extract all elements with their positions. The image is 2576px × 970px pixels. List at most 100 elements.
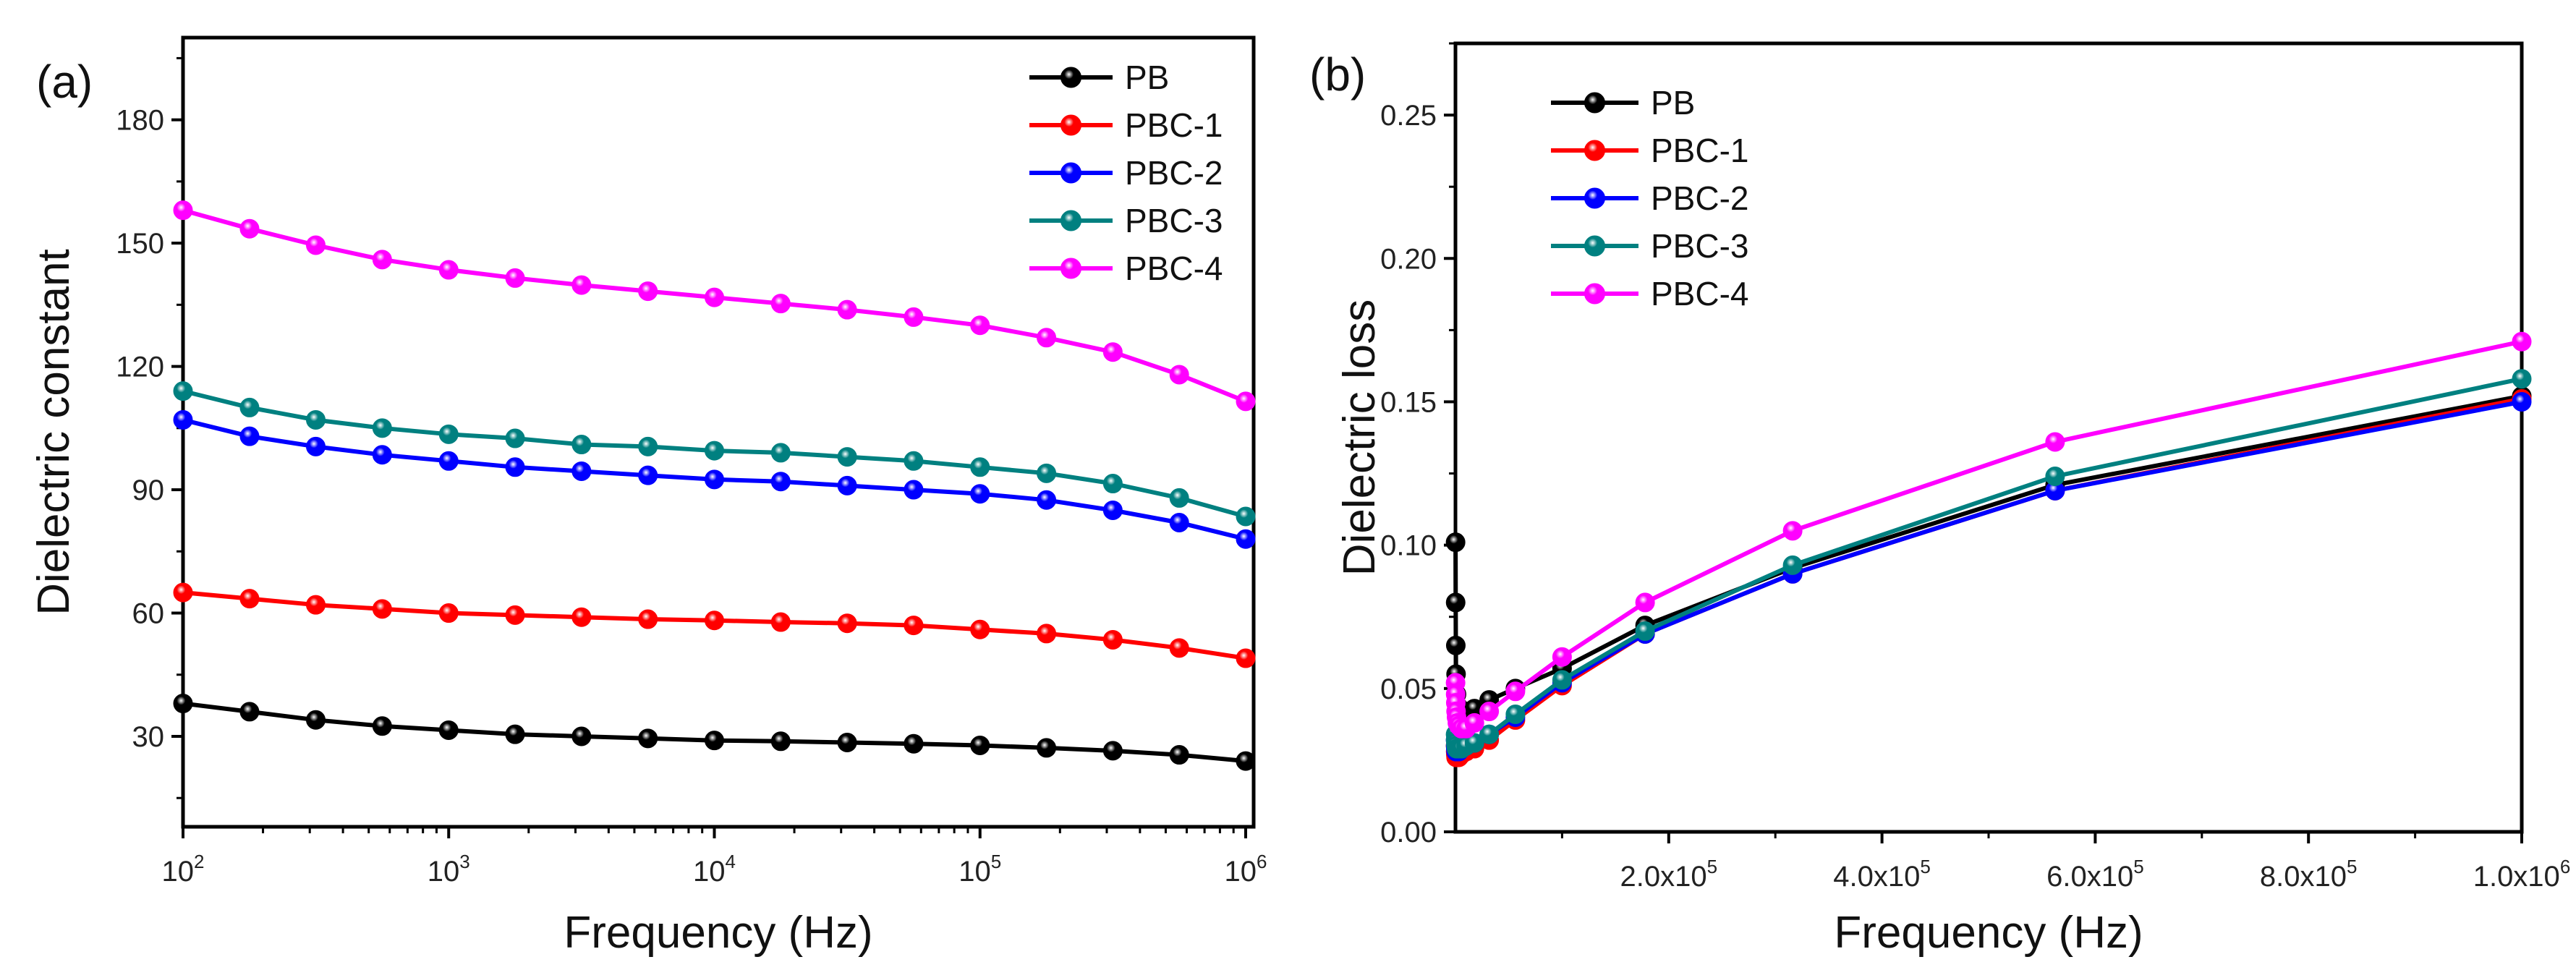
data-point <box>571 435 592 455</box>
data-point <box>1479 724 1500 744</box>
x-tick-label: 1.0x106 <box>2473 856 2571 893</box>
data-point <box>438 451 459 471</box>
x-tick-exponent: 5 <box>2347 856 2357 877</box>
legend-marker <box>1584 92 1605 114</box>
data-point <box>372 418 392 438</box>
x-tick-label: 105 <box>958 851 1001 888</box>
data-point <box>306 436 326 456</box>
data-point <box>1102 500 1123 520</box>
data-point <box>705 469 724 490</box>
data-point <box>1037 490 1057 510</box>
data-point <box>2512 369 2532 389</box>
data-point <box>1037 328 1057 348</box>
data-point <box>438 260 459 280</box>
legend-label: PBC-4 <box>1125 250 1223 287</box>
x-tick-label: 102 <box>162 851 205 888</box>
data-point <box>770 443 791 463</box>
x-tick-exponent: 5 <box>991 851 1001 872</box>
legend-label: PB <box>1125 59 1169 96</box>
legend-label: PB <box>1651 84 1695 122</box>
data-point <box>1169 745 1189 765</box>
data-point <box>1102 629 1123 650</box>
series-pb <box>1445 386 2532 724</box>
data-point <box>306 595 326 615</box>
data-point <box>2512 391 2532 412</box>
data-point <box>173 200 193 221</box>
y-tick-label: 0.15 <box>1380 386 1437 418</box>
series-pbc-3 <box>173 381 1256 527</box>
data-point <box>372 445 392 465</box>
legend-entry: PB <box>1029 59 1169 96</box>
data-point <box>1505 704 1526 724</box>
y-tick-label: 0.05 <box>1380 673 1437 705</box>
data-point <box>770 472 791 492</box>
legend-marker <box>1584 235 1605 257</box>
legend-label: PBC-3 <box>1125 202 1223 239</box>
legend-entry: PB <box>1551 84 1695 122</box>
plot-frame <box>1453 41 2524 834</box>
series-pbc-4 <box>173 200 1256 412</box>
data-point <box>2045 467 2065 487</box>
panel-a-dielectric-constant: 30 60 90 120 150 180 102 103 104 105 106 Frequency … <box>29 35 1267 958</box>
data-point <box>505 268 525 288</box>
legend-label: PBC-2 <box>1125 154 1223 192</box>
x-axis: 2.0x105 4.0x105 6.0x105 8.0x105 1.0x106 <box>1560 832 2571 893</box>
legend-entry: PBC-2 <box>1551 179 1748 217</box>
data-point <box>505 428 525 448</box>
data-point <box>173 381 193 401</box>
panel-label: (a) <box>36 56 93 108</box>
data-point <box>904 307 924 327</box>
data-point <box>1552 670 1572 690</box>
data-point <box>1169 365 1189 385</box>
y-tick-label: 180 <box>116 105 164 137</box>
legend-label: PBC-1 <box>1651 132 1748 169</box>
data-point <box>904 733 924 754</box>
data-point <box>970 735 990 755</box>
data-point <box>904 451 924 471</box>
data-point <box>306 409 326 430</box>
x-axis: 102 103 104 105 106 <box>162 827 1267 888</box>
data-point <box>1236 391 1256 412</box>
data-point <box>970 457 990 477</box>
data-point <box>438 603 459 624</box>
x-tick-label: 103 <box>428 851 470 888</box>
legend-marker <box>1060 162 1081 184</box>
series-line <box>1453 339 2522 731</box>
y-tick-label: 0.10 <box>1380 530 1437 562</box>
y-tick-label: 90 <box>132 475 165 506</box>
x-tick-label: 4.0x105 <box>1833 856 1931 893</box>
data-point <box>1102 474 1123 494</box>
x-tick-exponent: 6 <box>2560 856 2570 877</box>
data-point <box>1505 681 1526 702</box>
series-pbc-1 <box>1445 388 2532 767</box>
data-point <box>638 281 658 302</box>
legend-label: PBC-3 <box>1651 227 1748 265</box>
legend-marker <box>1060 258 1081 279</box>
data-point <box>173 694 193 714</box>
data-point <box>638 436 658 456</box>
series-pbc-3 <box>1445 369 2532 759</box>
data-point <box>638 609 658 629</box>
x-axis-title: Frequency (Hz) <box>564 908 872 958</box>
data-point <box>1635 592 1655 613</box>
y-tick-label: 0.25 <box>1380 100 1437 132</box>
data-point <box>837 447 857 467</box>
legend-label: PBC-2 <box>1651 179 1748 217</box>
data-point <box>372 250 392 270</box>
series-pbc-2 <box>1445 391 2532 762</box>
data-point <box>1037 624 1057 644</box>
data-point <box>505 457 525 477</box>
data-point <box>239 397 260 417</box>
data-point <box>1169 513 1189 533</box>
data-point <box>505 724 525 744</box>
data-point <box>1782 555 1803 575</box>
data-point <box>173 409 193 430</box>
data-point <box>705 287 724 307</box>
data-point <box>705 731 724 751</box>
data-point <box>638 728 658 749</box>
data-point <box>837 613 857 634</box>
series-pbc-4 <box>1445 331 2532 739</box>
data-point <box>1445 635 1466 655</box>
data-point <box>904 616 924 636</box>
data-point <box>705 610 724 631</box>
